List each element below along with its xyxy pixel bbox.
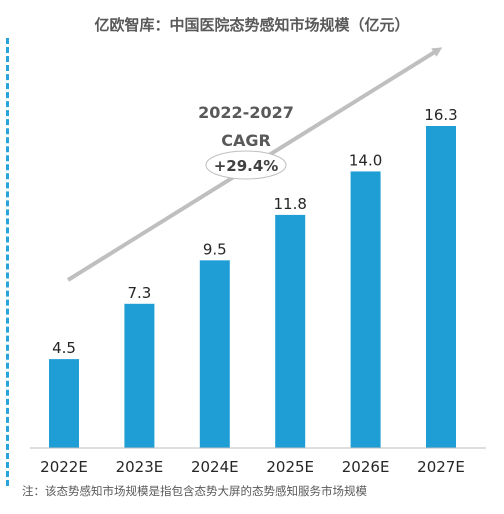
bar-2024E bbox=[199, 260, 230, 448]
category-label: 2027E bbox=[417, 458, 465, 476]
chart-title: 亿欧智库：中国医院态势感知市场规模（亿元） bbox=[94, 16, 410, 34]
value-label: 9.5 bbox=[203, 240, 227, 258]
cagr-label: CAGR bbox=[221, 131, 271, 150]
value-label: 11.8 bbox=[273, 195, 306, 213]
category-label: 2023E bbox=[116, 458, 164, 476]
cagr-period: 2022-2027 bbox=[198, 103, 294, 122]
cagr-value: +29.4% bbox=[214, 157, 279, 175]
footnote: 注：该态势感知市场规模是指包含态势大屏的态势感知服务市场规模 bbox=[22, 484, 367, 498]
bar-2022E bbox=[49, 359, 79, 448]
bar-2023E bbox=[124, 303, 155, 448]
cagr-ellipse bbox=[205, 150, 287, 180]
bar-2025E bbox=[275, 214, 306, 448]
category-label: 2024E bbox=[191, 458, 239, 476]
value-label: 16.3 bbox=[424, 106, 457, 124]
category-label: 2022E bbox=[40, 458, 88, 476]
value-label: 7.3 bbox=[127, 284, 151, 302]
side-dashed-line bbox=[6, 38, 9, 486]
category-label: 2026E bbox=[342, 458, 390, 476]
value-label: 4.5 bbox=[52, 339, 76, 357]
bar-2027E bbox=[426, 126, 456, 448]
value-label: 14.0 bbox=[349, 151, 382, 169]
category-label: 2025E bbox=[266, 458, 314, 476]
bar-2026E bbox=[350, 171, 381, 448]
